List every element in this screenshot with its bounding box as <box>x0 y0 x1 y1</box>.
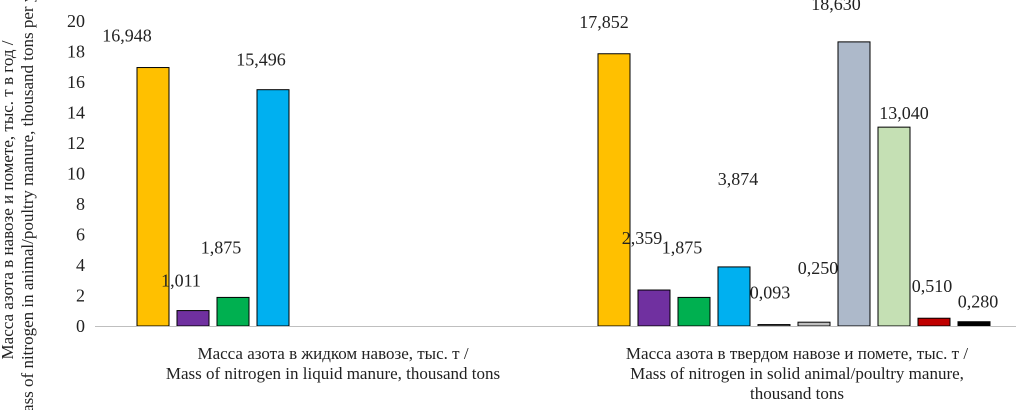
data-label: 17,852 <box>579 12 629 32</box>
y-tick-label: 18 <box>67 42 85 62</box>
category-label: Mass of nitrogen in liquid manure, thous… <box>166 364 500 383</box>
y-axis-label-line: Mass of nitrogen in animal/poultry manur… <box>18 0 37 410</box>
y-tick-label: 14 <box>67 103 85 123</box>
y-axis-ticks: 0 2 4 6 8 10 12 14 16 18 20 <box>67 11 85 336</box>
bar <box>837 41 871 327</box>
y-tick-label: 4 <box>76 255 85 275</box>
data-label: 1,875 <box>201 237 242 257</box>
data-label: 1,011 <box>161 271 201 291</box>
bar <box>757 324 791 327</box>
data-label: 0,280 <box>958 292 999 312</box>
y-tick-label: 20 <box>67 11 85 31</box>
y-tick-label: 2 <box>76 286 85 306</box>
category-label: Масса азота в жидком навозе, тыс. т / <box>197 344 468 363</box>
bar <box>877 126 911 327</box>
data-label: 0,093 <box>750 283 791 303</box>
category-labels: Масса азота в жидком навозе, тыс. т /Mas… <box>166 344 969 403</box>
y-tick-label: 12 <box>67 133 85 153</box>
bars <box>136 41 991 327</box>
category-label: Масса азота в твердом навозе и помете, т… <box>626 344 968 363</box>
data-label: 1,875 <box>662 237 703 257</box>
y-tick-label: 0 <box>76 316 85 336</box>
bar <box>677 296 711 327</box>
data-label: 15,496 <box>236 50 286 70</box>
bar <box>917 317 951 327</box>
y-tick-label: 8 <box>76 194 85 214</box>
category-label: Mass of nitrogen in solid animal/poultry… <box>630 364 964 383</box>
data-label: 13,040 <box>879 103 929 123</box>
bar <box>256 89 290 327</box>
bar <box>637 289 671 327</box>
data-label: 16,948 <box>102 26 152 46</box>
bar <box>176 310 210 327</box>
data-label: 2,359 <box>622 228 663 248</box>
bar <box>717 266 751 327</box>
bar <box>797 321 831 327</box>
y-tick-label: 6 <box>76 225 85 245</box>
bar <box>957 321 991 327</box>
data-label: 3,874 <box>718 169 759 189</box>
y-tick-label: 16 <box>67 72 85 92</box>
data-label: 0,510 <box>912 276 953 296</box>
bar <box>216 296 250 327</box>
y-tick-label: 10 <box>67 164 85 184</box>
y-axis-label: Масса азота в навозе и помете, тыс. т в … <box>0 0 37 410</box>
category-label: thousand tons <box>750 384 844 403</box>
bar <box>136 67 170 327</box>
y-axis-label-line: Масса азота в навозе и помете, тыс. т в … <box>0 40 17 359</box>
bar <box>597 53 631 327</box>
data-label: 18,630 <box>811 0 861 14</box>
data-label: 0,250 <box>798 258 839 278</box>
